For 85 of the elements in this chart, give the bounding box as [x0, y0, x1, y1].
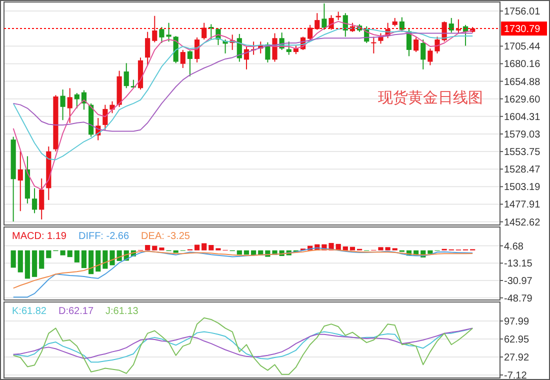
candlestick: [322, 2, 327, 30]
bar: [342, 246, 348, 250]
candlestick: [32, 188, 38, 214]
line-series: [12, 249, 474, 289]
candlestick: [371, 36, 376, 54]
bar: [350, 246, 356, 250]
text: D:62.17: [58, 306, 94, 317]
bar: [96, 250, 101, 272]
text: K:61.82: [12, 306, 47, 317]
y-tick-label: 1579.03: [504, 129, 541, 140]
bar: [24, 250, 30, 279]
y-tick-label: 27.92: [504, 352, 530, 364]
bar: [102, 250, 108, 269]
series-label: DIFF: -2.66: [78, 231, 130, 242]
y-tick-label: 62.95: [504, 334, 530, 346]
candlestick: [286, 41, 292, 56]
bar: [81, 250, 87, 268]
bar: [236, 250, 242, 255]
bar: [244, 250, 250, 255]
bar: [18, 250, 23, 272]
candlestick: [39, 178, 44, 220]
candlestick: [74, 92, 80, 109]
bar: [208, 245, 214, 250]
y-tick-label: -30.97: [504, 276, 533, 288]
y-tick-label: 1553.75: [504, 147, 541, 158]
series-label: MACD: 1.19: [12, 231, 67, 242]
y-tick-label: -48.79: [504, 293, 533, 304]
series-label: J:61.13: [106, 306, 139, 317]
candlestick: [399, 16, 404, 32]
bar: [110, 250, 115, 266]
ref-line-label: 1730.79: [504, 24, 541, 36]
y-tick-label: 1477.91: [504, 200, 541, 211]
y-tick-label: 1528.47: [504, 164, 541, 176]
candlestick: [159, 26, 164, 44]
y-tick-label: 1503.19: [504, 182, 541, 194]
y-tick-label: 97.99: [504, 316, 530, 328]
candlestick: [308, 24, 313, 41]
candlestick: [314, 12, 320, 30]
line-series: [12, 317, 474, 375]
bar: [428, 250, 433, 254]
candlestick: [187, 50, 193, 77]
y-tick-label: 1756.01: [504, 6, 541, 18]
bar: [88, 250, 94, 274]
candlestick: [414, 36, 419, 53]
candlestick: [456, 18, 461, 34]
candlestick: [202, 22, 207, 40]
bar: [46, 250, 52, 258]
y-tick-label: 1604.31: [504, 112, 541, 123]
candlestick: [428, 48, 433, 66]
candlestick: [102, 104, 108, 130]
bar: [32, 250, 38, 277]
y-tick-label: -7.12: [504, 370, 528, 380]
candlestick: [67, 88, 72, 124]
series-label: DEA: -3.25: [141, 231, 190, 242]
y-tick-label: 1705.44: [504, 42, 541, 53]
y-tick-label: 1629.60: [504, 94, 541, 106]
bar: [385, 247, 390, 250]
candlestick: [180, 49, 186, 68]
candlestick: [18, 150, 23, 212]
y-tick-label: 1654.88: [504, 76, 541, 88]
candlestick: [124, 62, 129, 89]
candlestick: [152, 15, 158, 43]
candlestick: [420, 39, 426, 70]
bar: [159, 248, 164, 250]
y-tick-label: 4.68: [504, 241, 524, 252]
y-tick-label: 1680.16: [504, 59, 541, 70]
bar: [145, 245, 150, 250]
candlestick: [244, 46, 250, 70]
bar: [173, 250, 178, 253]
bar: [39, 250, 44, 269]
candlestick: [145, 31, 150, 66]
bar: [202, 243, 207, 250]
bar: [152, 246, 158, 250]
y-tick-label: 1452.62: [504, 217, 541, 228]
bar: [10, 250, 16, 268]
y-tick-label: -13.15: [504, 258, 533, 270]
candlestick: [448, 17, 454, 34]
candlestick: [166, 22, 172, 42]
bar: [67, 250, 72, 258]
bar: [194, 244, 200, 250]
candlestick: [60, 89, 66, 121]
annotation: 现货黄金日线图: [378, 89, 484, 106]
bar: [74, 250, 80, 262]
candlestick: [272, 32, 278, 62]
bar: [378, 247, 384, 250]
